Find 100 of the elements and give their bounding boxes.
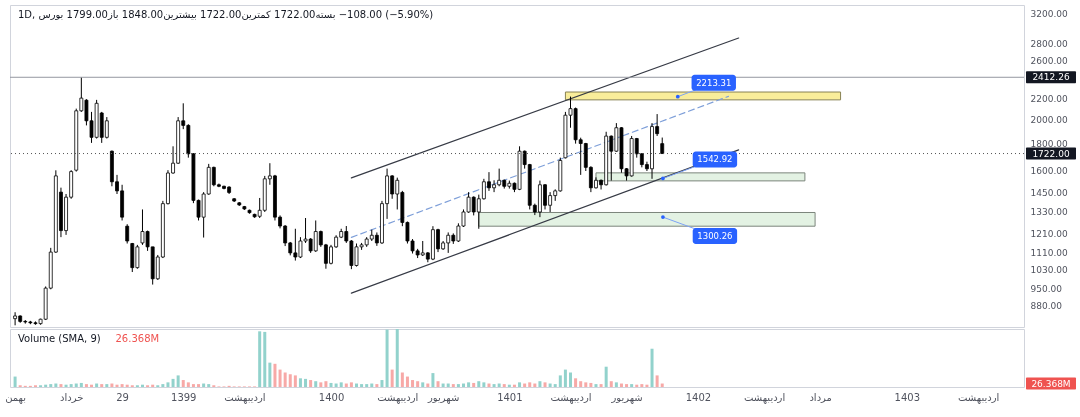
bar bbox=[584, 382, 588, 387]
bar bbox=[630, 384, 634, 387]
bar bbox=[533, 383, 537, 387]
bar bbox=[553, 384, 557, 387]
candlestick bbox=[104, 116, 109, 140]
bar bbox=[268, 362, 272, 387]
bar bbox=[314, 381, 318, 387]
bar bbox=[660, 383, 664, 387]
bar bbox=[334, 383, 338, 387]
bar bbox=[467, 382, 471, 387]
bar bbox=[161, 384, 165, 387]
y-tick-label: 1800.00 bbox=[1030, 139, 1068, 150]
bar bbox=[304, 378, 308, 387]
annotation: 1542.92 bbox=[697, 154, 733, 165]
y-tick-label: 2800.00 bbox=[1030, 39, 1068, 50]
y-tick-label: 1030.00 bbox=[1030, 265, 1068, 276]
y-tick-label: 1210.00 bbox=[1030, 228, 1068, 239]
x-tick-label: شهریور bbox=[610, 391, 643, 404]
bar bbox=[548, 383, 552, 387]
chart-title: Volume (SMA, 9) bbox=[18, 333, 101, 344]
bar bbox=[395, 329, 399, 387]
candlestick bbox=[125, 223, 130, 245]
x-tick-label: خرداد bbox=[59, 391, 84, 403]
bar bbox=[59, 384, 63, 387]
bar bbox=[569, 372, 572, 387]
x-tick-label: 1401 bbox=[497, 391, 523, 403]
x-tick-label: اردیبهشت bbox=[958, 391, 1000, 404]
bar bbox=[523, 383, 527, 387]
y-tick-label: 880.00 bbox=[1030, 300, 1063, 311]
bar bbox=[191, 384, 195, 387]
y-tick-label: 1330.00 bbox=[1030, 207, 1068, 218]
bar bbox=[207, 384, 211, 387]
bar bbox=[518, 382, 522, 387]
bar bbox=[202, 383, 206, 387]
x-tick-label: اردیبهشت bbox=[550, 391, 592, 404]
bar bbox=[349, 382, 353, 387]
bar bbox=[298, 378, 302, 387]
bar bbox=[329, 382, 333, 387]
bar bbox=[309, 380, 313, 387]
bar bbox=[655, 375, 659, 387]
bar bbox=[176, 375, 180, 387]
y-tick-label: 3200.00 bbox=[1030, 8, 1068, 19]
bar bbox=[441, 383, 445, 387]
bar bbox=[197, 384, 201, 387]
bar bbox=[54, 383, 58, 387]
bar bbox=[370, 383, 374, 387]
y-tick-label: 1600.00 bbox=[1030, 165, 1068, 176]
bar bbox=[421, 382, 425, 387]
bar bbox=[502, 384, 506, 387]
bar bbox=[619, 383, 623, 387]
x-tick-label: اردیبهشت bbox=[744, 391, 786, 404]
bar bbox=[604, 366, 608, 387]
x-tick-label: بهمن bbox=[5, 391, 26, 404]
bar bbox=[650, 348, 654, 387]
bar bbox=[283, 372, 287, 387]
bar bbox=[380, 380, 384, 387]
y-tick-label: 2600.00 bbox=[1030, 55, 1068, 66]
bar bbox=[477, 381, 481, 387]
bar bbox=[171, 378, 175, 387]
bar bbox=[589, 382, 593, 387]
bar bbox=[543, 382, 547, 387]
bar bbox=[74, 383, 78, 387]
bar bbox=[436, 381, 440, 387]
y-tick-label: 1110.00 bbox=[1030, 248, 1068, 259]
x-tick-label: شهریور bbox=[426, 391, 460, 404]
bar bbox=[49, 384, 53, 387]
bar bbox=[181, 380, 185, 387]
ref-line-label: 1722.00 bbox=[1032, 148, 1070, 159]
x-tick-label: اردیبهشت bbox=[224, 391, 266, 404]
text: 26.368M bbox=[1031, 378, 1071, 389]
bar bbox=[640, 384, 644, 387]
bar bbox=[594, 384, 598, 387]
bar bbox=[400, 372, 404, 387]
x-tick-label: اردیبهشت bbox=[377, 391, 419, 404]
bar bbox=[609, 381, 613, 387]
bar bbox=[120, 384, 124, 387]
x-tick-label: 1403 bbox=[894, 391, 921, 403]
bar bbox=[385, 329, 389, 387]
bar bbox=[456, 384, 460, 387]
bar bbox=[431, 373, 435, 387]
bar bbox=[528, 382, 532, 387]
bar bbox=[339, 382, 343, 387]
bar bbox=[487, 383, 491, 387]
annotation: 2213.31 bbox=[696, 77, 732, 88]
annotation: 26.368M bbox=[115, 333, 160, 344]
bar bbox=[599, 384, 603, 387]
bar bbox=[472, 382, 476, 387]
bar bbox=[614, 382, 618, 387]
x-tick-label: 29 bbox=[116, 391, 129, 403]
bar bbox=[263, 331, 267, 387]
bar bbox=[375, 384, 379, 387]
bar bbox=[446, 383, 450, 387]
bar bbox=[186, 382, 190, 387]
bar bbox=[100, 384, 104, 387]
annotation: 1300.26 bbox=[697, 231, 733, 242]
bar bbox=[538, 381, 542, 387]
x-tick-label: 1400 bbox=[318, 391, 345, 403]
bar bbox=[344, 383, 348, 387]
bar bbox=[69, 384, 73, 387]
y-tick-label: 950.00 bbox=[1030, 283, 1063, 294]
